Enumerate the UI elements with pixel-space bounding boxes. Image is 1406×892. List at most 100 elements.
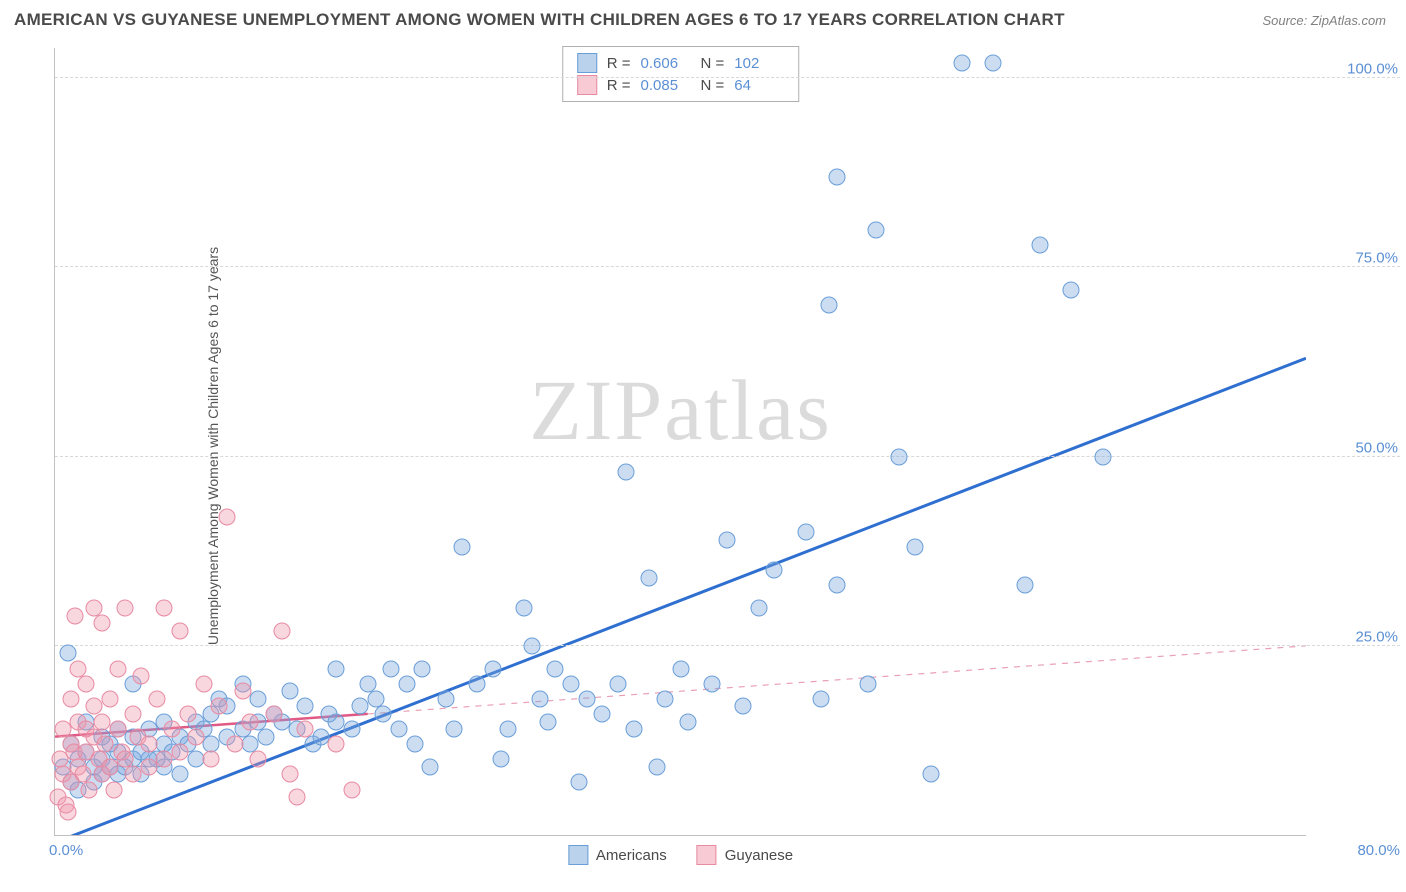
data-point: [594, 705, 611, 722]
data-point: [680, 713, 697, 730]
data-point: [67, 607, 84, 624]
data-point: [907, 539, 924, 556]
data-point: [1016, 577, 1033, 594]
data-point: [735, 698, 752, 715]
data-point: [265, 705, 282, 722]
data-point: [719, 531, 736, 548]
data-point: [641, 569, 658, 586]
data-point: [97, 736, 114, 753]
data-point: [492, 751, 509, 768]
data-point: [172, 622, 189, 639]
data-point: [133, 668, 150, 685]
series-legend: Americans Guyanese: [568, 845, 793, 865]
data-point: [860, 675, 877, 692]
data-point: [101, 690, 118, 707]
gridline: [55, 266, 1400, 267]
r-value: 0.606: [641, 55, 691, 72]
data-point: [649, 758, 666, 775]
data-point: [297, 698, 314, 715]
data-point: [539, 713, 556, 730]
chart-header: AMERICAN VS GUYANESE UNEMPLOYMENT AMONG …: [0, 0, 1406, 36]
data-point: [766, 562, 783, 579]
data-point: [516, 599, 533, 616]
gridline: [55, 456, 1400, 457]
n-value: 102: [734, 55, 784, 72]
data-point: [625, 721, 642, 738]
swatch-blue: [577, 53, 597, 73]
data-point: [125, 766, 142, 783]
swatch-pink: [697, 845, 717, 865]
data-point: [172, 743, 189, 760]
data-point: [101, 758, 118, 775]
data-point: [1094, 448, 1111, 465]
data-point: [117, 599, 134, 616]
data-point: [62, 690, 79, 707]
legend-row-americans: R = 0.606 N = 102: [577, 52, 785, 74]
data-point: [109, 721, 126, 738]
data-point: [125, 705, 142, 722]
data-point: [375, 705, 392, 722]
r-label: R =: [607, 55, 631, 72]
data-point: [656, 690, 673, 707]
data-point: [156, 751, 173, 768]
r-value: 0.085: [641, 77, 691, 94]
data-point: [93, 713, 110, 730]
data-point: [187, 728, 204, 745]
data-point: [398, 675, 415, 692]
data-point: [281, 683, 298, 700]
watermark: ZIPatlas: [529, 360, 832, 460]
data-point: [258, 728, 275, 745]
data-point: [81, 781, 98, 798]
n-label: N =: [701, 55, 725, 72]
data-point: [383, 660, 400, 677]
data-point: [922, 766, 939, 783]
data-point: [312, 728, 329, 745]
data-point: [828, 577, 845, 594]
data-point: [523, 637, 540, 654]
correlation-legend: R = 0.606 N = 102 R = 0.085 N = 64: [562, 46, 800, 102]
data-point: [93, 615, 110, 632]
r-label: R =: [607, 77, 631, 94]
scatter-chart: ZIPatlas R = 0.606 N = 102 R = 0.085 N =…: [54, 48, 1306, 836]
data-point: [297, 721, 314, 738]
data-point: [328, 660, 345, 677]
data-point: [813, 690, 830, 707]
data-point: [250, 751, 267, 768]
data-point: [156, 599, 173, 616]
y-tick-label: 25.0%: [1355, 628, 1398, 645]
data-point: [203, 751, 220, 768]
data-point: [563, 675, 580, 692]
data-point: [172, 766, 189, 783]
data-point: [821, 297, 838, 314]
data-point: [211, 698, 228, 715]
data-point: [140, 736, 157, 753]
data-point: [617, 463, 634, 480]
data-point: [985, 55, 1002, 72]
data-point: [953, 55, 970, 72]
data-point: [226, 736, 243, 753]
data-point: [140, 758, 157, 775]
data-point: [1063, 282, 1080, 299]
data-point: [59, 804, 76, 821]
legend-item-guyanese: Guyanese: [697, 845, 793, 865]
gridline: [55, 645, 1400, 646]
data-point: [672, 660, 689, 677]
n-label: N =: [701, 77, 725, 94]
data-point: [391, 721, 408, 738]
gridline: [55, 77, 1400, 78]
data-point: [891, 448, 908, 465]
data-point: [242, 713, 259, 730]
n-value: 64: [734, 77, 784, 94]
data-point: [1032, 236, 1049, 253]
data-point: [344, 781, 361, 798]
data-point: [437, 690, 454, 707]
data-point: [179, 705, 196, 722]
data-point: [531, 690, 548, 707]
data-point: [234, 683, 251, 700]
data-point: [109, 660, 126, 677]
data-point: [273, 622, 290, 639]
data-point: [250, 690, 267, 707]
data-point: [469, 675, 486, 692]
data-point: [453, 539, 470, 556]
data-point: [500, 721, 517, 738]
